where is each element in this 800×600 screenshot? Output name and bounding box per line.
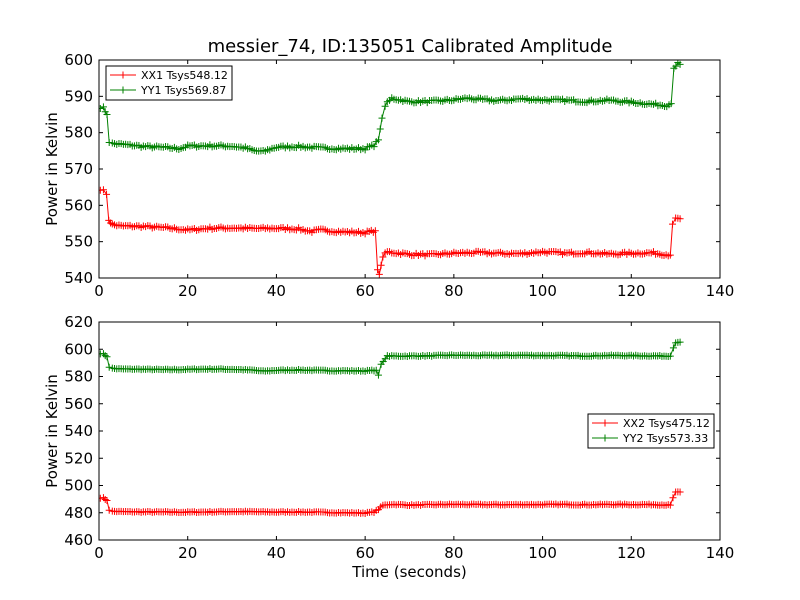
chart-2: 0 20 40 60 80 100 120 140 460 480 500 520 540 560 580 6… — [43, 313, 734, 581]
data-point — [105, 506, 113, 514]
x-tick-label: 0 — [94, 282, 104, 300]
data-point — [370, 143, 378, 151]
x-tick-label: 100 — [528, 544, 557, 562]
y-axis-label: Power in Kelvin — [43, 112, 61, 226]
data-point — [676, 60, 684, 68]
legend-item: XX2 Tsys475.12 — [592, 417, 710, 430]
data-point — [107, 219, 115, 227]
legend-item: YY1 Tsys569.87 — [110, 84, 226, 97]
legend-box — [587, 413, 715, 449]
legend-label: XX2 Tsys475.12 — [623, 417, 710, 430]
x-tick-label: 60 — [356, 544, 375, 562]
y-tick-label: 580 — [64, 124, 93, 142]
y-tick-label: 620 — [64, 313, 93, 331]
data-point — [669, 494, 677, 502]
data-point — [669, 344, 677, 352]
y-axis-label: Power in Kelvin — [43, 374, 61, 488]
y-tick-label: 600 — [64, 340, 93, 358]
data-point — [371, 227, 379, 235]
data-point — [103, 496, 111, 504]
data-point — [99, 186, 107, 194]
chart-title: messier_74, ID:135051 Calibrated Amplitu… — [208, 36, 613, 57]
x-tick-label: 20 — [178, 544, 197, 562]
data-point — [676, 488, 684, 496]
series-yy2 — [99, 338, 684, 379]
data-point — [99, 494, 107, 502]
y-tick-label: 600 — [64, 51, 93, 69]
y-tick-label: 580 — [64, 368, 93, 386]
data-point — [99, 186, 104, 194]
x-tick-label: 100 — [528, 282, 557, 300]
data-point — [378, 114, 386, 122]
x-tick-label: 120 — [617, 282, 646, 300]
x-tick-label: 40 — [267, 544, 286, 562]
data-point — [101, 352, 109, 360]
data-point — [99, 494, 104, 502]
data-point — [669, 220, 677, 228]
data-point — [103, 353, 111, 361]
legend-label: YY1 Tsys569.87 — [140, 84, 226, 97]
legend: XX1 Tsys548.12 YY1 Tsys569.87 — [105, 65, 233, 101]
y-tick-label: 570 — [64, 160, 93, 178]
data-point — [666, 501, 674, 509]
series-xx1 — [99, 186, 684, 278]
data-point — [375, 270, 383, 278]
y-tick-label: 560 — [64, 196, 93, 214]
data-point — [667, 100, 675, 108]
y-tick-label: 550 — [64, 233, 93, 251]
y-tick-label: 590 — [64, 87, 93, 105]
data-point — [374, 266, 382, 274]
data-point — [381, 102, 389, 110]
legend-marker — [119, 86, 127, 94]
data-point — [666, 352, 674, 360]
legend-marker — [601, 434, 609, 442]
x-tick-label: 60 — [356, 282, 375, 300]
data-point — [374, 371, 382, 379]
x-tick-label: 120 — [617, 544, 646, 562]
y-tick-label: 540 — [64, 422, 93, 440]
x-axis-label: Time (seconds) — [351, 563, 467, 581]
series-xx2 — [99, 488, 684, 517]
y-tick-label: 520 — [64, 449, 93, 467]
legend-marker — [119, 71, 127, 79]
data-point — [672, 62, 680, 70]
x-tick-label: 140 — [706, 544, 735, 562]
x-tick-label: 80 — [444, 544, 463, 562]
plots: 0 20 40 60 80 100 120 140540550560570580590600P… — [43, 51, 734, 581]
data-point — [103, 190, 111, 198]
data-point — [374, 136, 382, 144]
y-tick-label: 560 — [64, 395, 93, 413]
legend-box — [105, 65, 233, 101]
data-point — [666, 251, 674, 259]
data-point — [99, 105, 104, 113]
data-point — [676, 338, 684, 346]
x-tick-label: 0 — [94, 544, 104, 562]
legend-item: XX1 Tsys548.12 — [110, 69, 228, 82]
legend-label: YY2 Tsys573.33 — [622, 432, 708, 445]
legend-label: XX1 Tsys548.12 — [141, 69, 228, 82]
data-point — [101, 495, 109, 503]
y-tick-label: 540 — [64, 269, 93, 287]
x-tick-label: 40 — [267, 282, 286, 300]
x-tick-label: 80 — [444, 282, 463, 300]
data-point — [377, 261, 385, 269]
legend-marker — [601, 419, 609, 427]
y-tick-label: 480 — [64, 504, 93, 522]
data-point — [676, 215, 684, 223]
data-point — [372, 366, 380, 374]
data-point — [379, 253, 387, 261]
y-tick-label: 460 — [64, 531, 93, 549]
data-point — [99, 103, 107, 111]
data-point — [376, 125, 384, 133]
legend-item: YY2 Tsys573.33 — [592, 432, 708, 445]
y-tick-label: 500 — [64, 477, 93, 495]
data-point — [105, 363, 113, 371]
legend: XX2 Tsys475.12 YY2 Tsys573.33 — [587, 413, 715, 449]
chart-1: 0 20 40 60 80 100 120 140 540 550 560 570 580 590 600 P… — [43, 51, 734, 300]
data-point — [103, 111, 111, 118]
x-tick-label: 20 — [178, 282, 197, 300]
x-tick-label: 140 — [706, 282, 735, 300]
series-yy1 — [99, 60, 684, 155]
